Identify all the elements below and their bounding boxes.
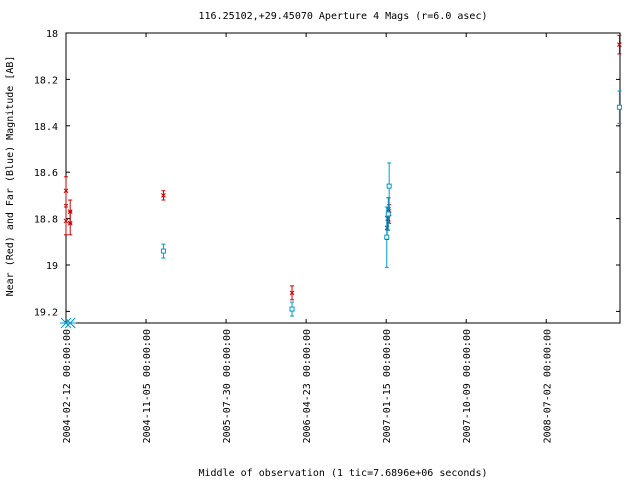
y-axis-label: Near (Red) and Far (Blue) Magnitude [AB] — [5, 56, 16, 297]
x-tick-label: 2004-11-05 00:00:00 — [142, 329, 153, 443]
near-point — [617, 42, 622, 47]
y-tick-label: 18.2 — [34, 75, 58, 86]
plot-frame — [65, 32, 621, 324]
marker-stroke — [617, 42, 622, 47]
y-tick-label: 18.6 — [34, 168, 58, 179]
marker-stroke — [63, 188, 69, 194]
y-axis: 18 18.2 18.4 18.6 18.8 19 19.2 — [34, 29, 620, 318]
y-tick-label: 18.8 — [34, 215, 58, 226]
near-point — [63, 218, 69, 224]
y-tick-label: 18.4 — [34, 122, 58, 133]
marker-stroke — [67, 220, 73, 226]
marker-stroke — [161, 193, 166, 198]
y-tick-label: 19.2 — [34, 307, 58, 318]
x-axis: 2004-02-12 00:00:00 2004-11-05 00:00:00 20… — [62, 33, 553, 443]
far-point — [289, 306, 295, 312]
marker-stroke — [63, 218, 69, 224]
marker-stroke — [289, 290, 295, 296]
far-point — [386, 183, 392, 189]
near-point — [67, 220, 73, 226]
far-point — [160, 248, 166, 254]
chart-title: 116.25102,+29.45070 Aperture 4 Mags (r=6… — [199, 11, 488, 22]
x-tick-label: 2004-02-12 00:00:00 — [62, 329, 73, 443]
near-point — [161, 193, 166, 198]
x-axis-label: Middle of observation (1 tic=7.6896e+06 … — [199, 468, 488, 479]
x-tick-label: 2007-10-09 00:00:00 — [462, 329, 473, 443]
x-tick-label: 2006-04-23 00:00:00 — [302, 329, 313, 443]
far-point — [384, 234, 390, 240]
near-point — [63, 188, 69, 194]
y-tick-label: 19 — [46, 261, 58, 272]
far-point — [616, 104, 622, 110]
near-point — [289, 290, 295, 296]
far-limit-point — [64, 317, 77, 329]
data-marks — [60, 34, 622, 329]
far-point — [385, 211, 391, 217]
x-tick-label: 2008-07-02 00:00:00 — [542, 329, 553, 443]
x-tick-label: 2007-01-15 00:00:00 — [382, 329, 393, 443]
y-tick-label: 18 — [46, 29, 58, 40]
x-tick-label: 2005-07-30 00:00:00 — [222, 329, 233, 443]
